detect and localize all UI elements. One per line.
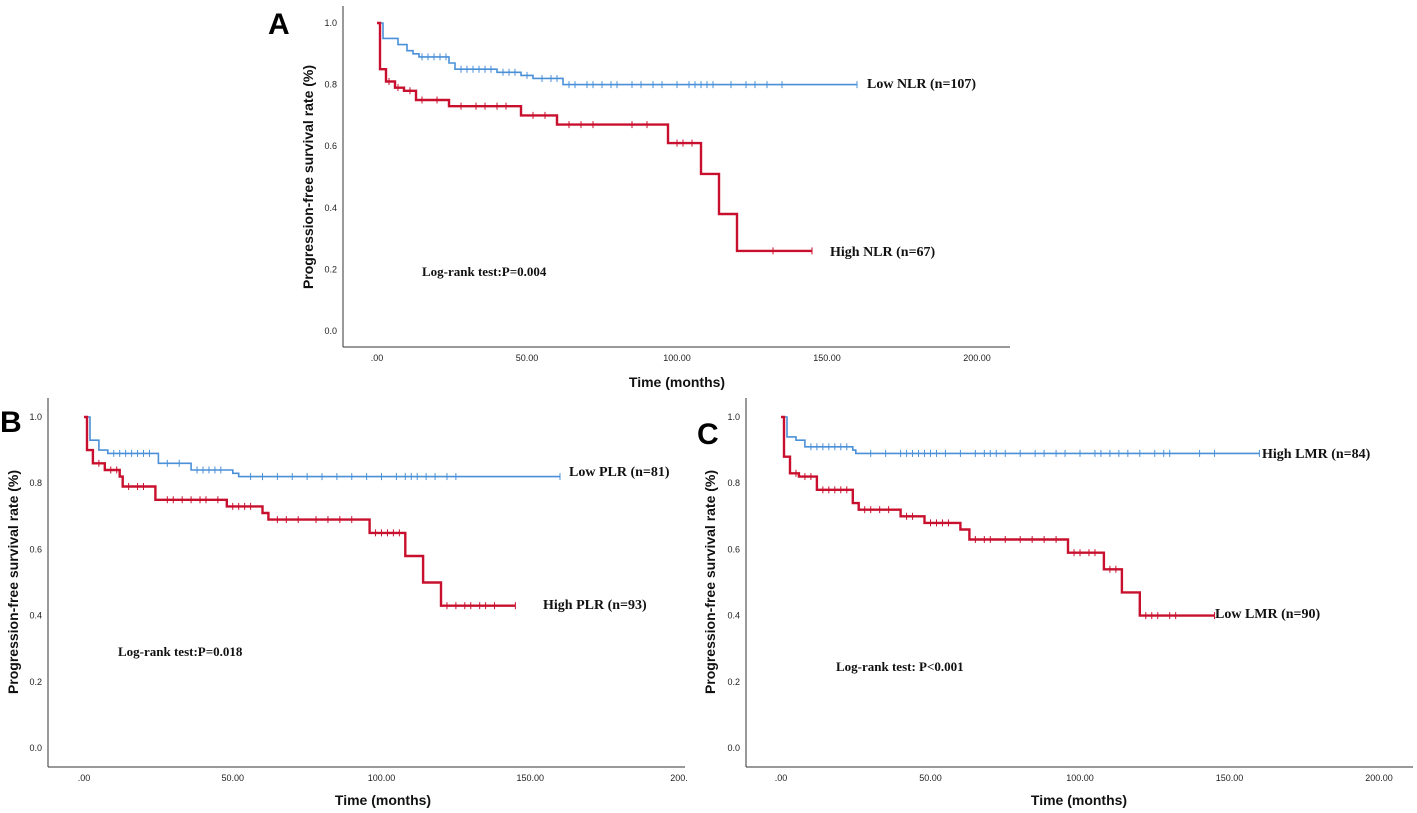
y-tick-label: 0.8 xyxy=(324,80,337,90)
x-tick-label: 200. xyxy=(670,773,688,783)
x-tick-label: 150.00 xyxy=(516,773,544,783)
y-tick-label: 0.6 xyxy=(29,544,42,554)
panel-label: A xyxy=(268,8,290,41)
x-tick-label: 200.00 xyxy=(963,353,991,363)
y-tick-label: 0.4 xyxy=(324,203,337,213)
x-tick-label: .00 xyxy=(371,353,384,363)
x-tick-label: 50.00 xyxy=(516,353,539,363)
x-tick-label: 150.00 xyxy=(813,353,841,363)
x-tick-label: 100.00 xyxy=(368,773,396,783)
survival-curve xyxy=(377,22,857,86)
series-label: Low NLR (n=107) xyxy=(867,77,976,92)
x-tick-label: 200.00 xyxy=(1365,773,1393,783)
series-label: Low PLR (n=81) xyxy=(569,465,670,480)
y-tick-label: 1.0 xyxy=(727,412,740,422)
series-label: High LMR (n=84) xyxy=(1262,447,1371,462)
panel-b: B 0.0 0.2 0.4 0.6 0.8 1.0 .00 50.00 100.00 150.00 2… xyxy=(0,398,688,808)
y-tick-label: 0.2 xyxy=(29,677,42,687)
survival-curve xyxy=(84,416,560,478)
y-axis-title: Progression-free survival rate (%) xyxy=(5,470,21,694)
x-axis-title: Time (months) xyxy=(1031,792,1127,808)
y-axis-title: Progression-free survival rate (%) xyxy=(702,470,718,694)
y-tick-label: 0.4 xyxy=(727,611,740,621)
series-red xyxy=(84,415,516,610)
log-rank-annotation: Log-rank test:P=0.004 xyxy=(422,264,547,279)
x-tick-label: 100.00 xyxy=(1066,773,1094,783)
series-red xyxy=(781,415,1216,620)
panel-a: A 0.0 0.2 0.4 0.6 0.8 1.0 .00 50.00 100.00 150.00 2… xyxy=(268,6,1010,390)
panel-label: C xyxy=(697,418,719,451)
y-tick-label: 0.4 xyxy=(29,611,42,621)
y-tick-label: 0.8 xyxy=(29,478,42,488)
x-tick-label: 50.00 xyxy=(221,773,244,783)
x-axis-title: Time (months) xyxy=(629,374,725,390)
survival-curve xyxy=(781,416,1260,455)
y-tick-label: 0.0 xyxy=(29,743,42,753)
y-tick-label: 0.0 xyxy=(324,326,337,336)
x-tick-label: .00 xyxy=(775,773,788,783)
y-tick-label: 0.2 xyxy=(727,677,740,687)
y-tick-label: 0.2 xyxy=(324,264,337,274)
survival-curve xyxy=(84,415,516,607)
log-rank-annotation: Log-rank test: P<0.001 xyxy=(836,659,964,674)
log-rank-annotation: Log-rank test:P=0.018 xyxy=(118,644,243,659)
y-tick-label: 0.8 xyxy=(727,478,740,488)
x-tick-label: 150.00 xyxy=(1216,773,1244,783)
x-axis-title: Time (months) xyxy=(335,792,431,808)
series-label: High NLR (n=67) xyxy=(830,245,936,260)
x-tick-label: 50.00 xyxy=(919,773,942,783)
series-blue xyxy=(377,22,858,89)
y-tick-label: 0.6 xyxy=(324,141,337,151)
x-tick-label: 100.00 xyxy=(663,353,691,363)
panel-label: B xyxy=(0,406,22,439)
panel-c: C 0.0 0.2 0.4 0.6 0.8 1.0 .00 50.00 100.00 150.00 2… xyxy=(697,398,1413,808)
series-blue xyxy=(781,416,1260,457)
series-label: High PLR (n=93) xyxy=(543,598,647,613)
y-axis-title: Progression-free survival rate (%) xyxy=(300,65,316,289)
y-tick-label: 0.6 xyxy=(727,544,740,554)
x-tick-label: .00 xyxy=(78,773,91,783)
y-tick-label: 0.0 xyxy=(727,743,740,753)
series-red xyxy=(377,21,813,255)
series-label: Low LMR (n=90) xyxy=(1215,607,1321,622)
y-tick-label: 1.0 xyxy=(324,18,337,28)
y-tick-label: 1.0 xyxy=(29,412,42,422)
series-blue xyxy=(84,416,561,481)
